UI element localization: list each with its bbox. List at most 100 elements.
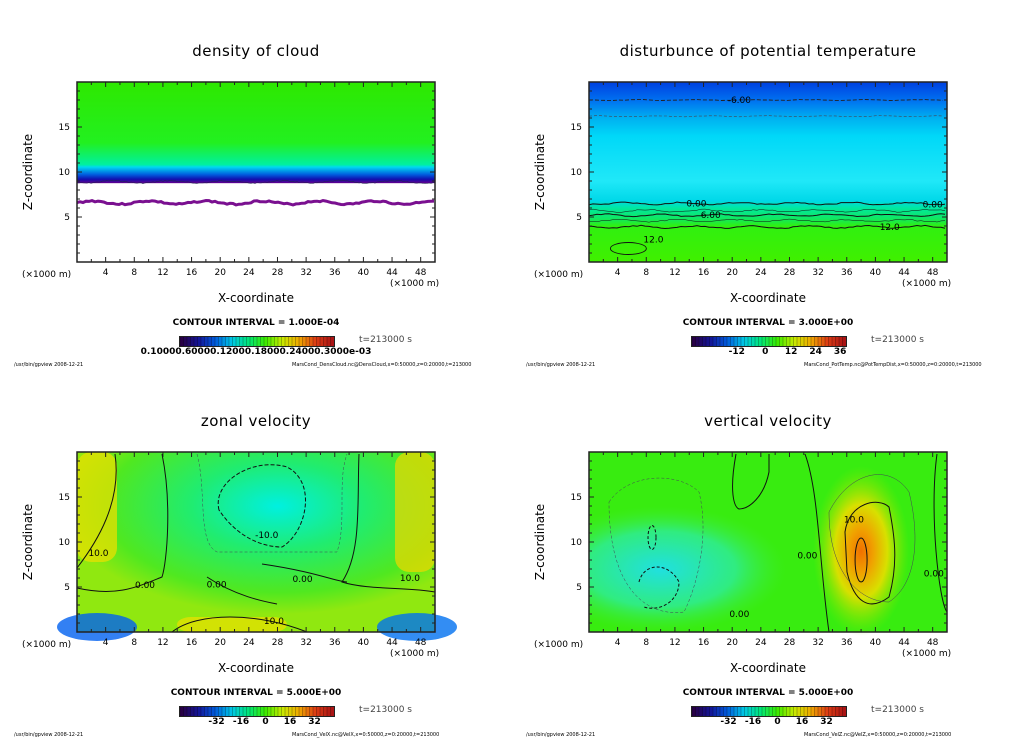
colorbar-swatch (709, 337, 714, 346)
x-tick-label: 20 (214, 638, 226, 648)
colorbar-swatch (250, 337, 254, 346)
velocity-field (77, 452, 435, 632)
contour-line-negative (588, 99, 944, 101)
contour-line (844, 501, 896, 605)
colorbar-swatch (832, 707, 836, 716)
colorbar-swatch (306, 337, 310, 346)
x-tick-label: 24 (755, 268, 767, 278)
colorbar-swatch (828, 337, 833, 346)
colorbar-swatch (239, 337, 244, 346)
colorbar-swatch (744, 337, 749, 346)
contour-label: 0.00 (135, 581, 155, 591)
contour-line (76, 179, 435, 185)
colorbar-tick-label: -32 (208, 717, 225, 727)
colorbar-swatch (730, 337, 735, 346)
colorbar-swatch (702, 707, 707, 716)
contour-label: 0.00 (923, 200, 943, 210)
plot-area: 4 8 12 16 20 24 28 32 36 40 44 48 5 10 15 10.0 0.00 0.00-… (57, 451, 457, 648)
colorbar-swatch (751, 707, 756, 716)
cloud-density-field (77, 82, 435, 204)
contour-line (588, 208, 946, 213)
colorbar-swatch (741, 337, 745, 346)
colorbar-swatch (793, 707, 798, 716)
contour-interval: CONTOUR INTERVAL = 5.000E+00 (682, 688, 854, 698)
colorbar-swatch (302, 337, 307, 346)
y-tick-label: 5 (576, 583, 582, 593)
colorbar-labels: -32 -16 0 16 32 (632, 717, 904, 729)
footer-program: /usr/bin/gpview 2008-12-21 (526, 362, 596, 368)
colorbar-swatch (320, 337, 324, 346)
footer-program: /usr/bin/gpview 2008-12-21 (14, 732, 84, 738)
contour-line (854, 537, 868, 583)
colorbar-swatch (769, 707, 773, 716)
positive-region (395, 452, 435, 572)
colorbar-swatch (720, 707, 724, 716)
x-tick-label: 40 (358, 268, 370, 278)
colorbar-swatch (190, 707, 195, 716)
colorbar-swatch (783, 337, 787, 346)
y-axis-label: Z-coordinate (533, 503, 547, 581)
colorbar-tick-label: 0 (762, 347, 769, 357)
x-tick-label: 48 (927, 638, 939, 648)
colorbar-swatch (327, 337, 331, 346)
contour-label: 0.00 (293, 575, 313, 585)
colorbar-swatch (804, 707, 808, 716)
colorbar-swatch (713, 337, 717, 346)
time-label: t=213000 s (871, 705, 924, 715)
x-tick-label: 36 (841, 638, 853, 648)
contour-label: 12.0 (880, 223, 900, 233)
x-tick-label: 24 (755, 638, 767, 648)
colorbar-swatch (278, 337, 282, 346)
colorbar-swatch (744, 707, 749, 716)
x-tick-label: 20 (726, 268, 738, 278)
colorbar-swatch (187, 337, 191, 346)
colorbar-swatch (180, 337, 184, 346)
x-tick-label: 4 (615, 268, 621, 278)
x-tick-label: 16 (186, 638, 198, 648)
colorbar-swatch (316, 337, 321, 346)
colorbar-swatch (790, 337, 794, 346)
colorbar-swatch (180, 707, 184, 716)
colorbar-swatch (320, 707, 324, 716)
x-axis-label: X-coordinate (218, 661, 294, 675)
colorbar-tick-label: 32 (820, 717, 833, 727)
plot-area: 4 8 12 16 20 24 28 32 36 40 44 48 5 10 15 (59, 81, 436, 278)
colorbar-swatch (762, 707, 766, 716)
y-axis-label: Z-coordinate (21, 133, 35, 211)
y-unit-label: (×1000 m) (22, 640, 72, 650)
colorbar-swatch (776, 707, 780, 716)
colorbar-swatch (204, 707, 209, 716)
colorbar-swatch (758, 707, 763, 716)
colorbar-swatch (783, 707, 787, 716)
plot-area: 4 8 12 16 20 24 28 32 36 40 44 48 5 10 15 -6.00 0.00 6.00… (571, 81, 948, 278)
colorbar-labels: -32 -16 0 16 32 (120, 717, 392, 729)
colorbar-swatch (772, 707, 777, 716)
x-tick-label: 32 (812, 268, 823, 278)
colorbar-swatch (797, 707, 801, 716)
colorbar-swatch (779, 337, 784, 346)
colorbar-swatch (776, 337, 780, 346)
colorbar-swatch (695, 337, 700, 346)
colorbar-swatch (218, 707, 223, 716)
colorbar-swatch (723, 707, 728, 716)
colorbar-swatch (692, 707, 696, 716)
colorbar-swatch (737, 707, 742, 716)
colorbar-tick-label: 0 (774, 717, 781, 727)
colorbar-swatch (194, 337, 198, 346)
colorbar-swatch (225, 337, 230, 346)
colorbar-swatch (288, 337, 293, 346)
colorbar-swatch (250, 707, 254, 716)
contour-line-negative (196, 453, 348, 553)
x-tick-label: 32 (812, 638, 823, 648)
contour-line (76, 453, 169, 592)
colorbar-tick-label: 12 (784, 347, 798, 357)
colorbar-swatch (183, 337, 188, 346)
colorbar-swatch (274, 707, 279, 716)
colorbar-swatch (709, 707, 714, 716)
colorbar-swatch (818, 707, 822, 716)
chart-title: zonal velocity (200, 412, 312, 430)
colorbar-swatch (825, 707, 829, 716)
colorbar-swatch (695, 707, 700, 716)
colorbar-tick-label: 32 (308, 717, 321, 727)
colorbar-swatch (208, 707, 212, 716)
